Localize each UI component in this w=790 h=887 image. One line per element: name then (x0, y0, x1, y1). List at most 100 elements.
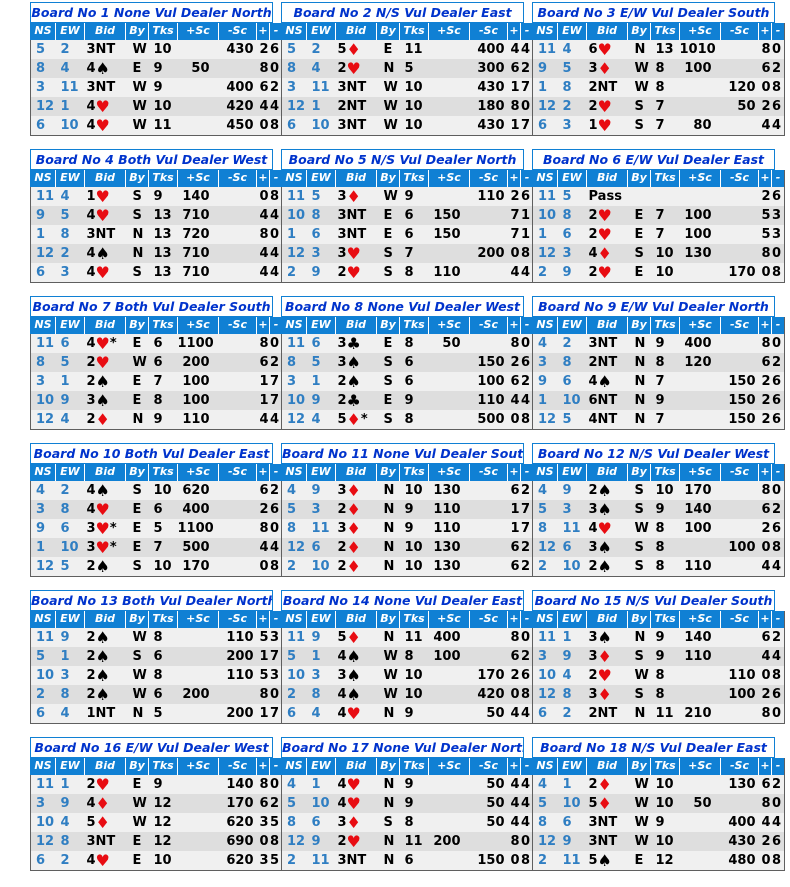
ns-pair-cell[interactable]: 2 (287, 265, 297, 280)
ew-pair-cell[interactable]: 9 (562, 483, 572, 498)
ns-pair-cell[interactable]: 3 (36, 502, 46, 517)
ns-pair-cell[interactable]: 3 (36, 796, 46, 811)
ew-pair-cell[interactable]: 11 (562, 853, 581, 868)
ew-pair-cell[interactable]: 4 (562, 42, 572, 57)
ns-pair-cell[interactable]: 12 (287, 540, 306, 555)
ns-pair-cell[interactable]: 8 (287, 61, 297, 76)
ns-pair-cell[interactable]: 4 (538, 777, 548, 792)
ew-pair-cell[interactable]: 1 (311, 99, 321, 114)
ew-pair-cell[interactable]: 9 (562, 265, 572, 280)
ew-pair-cell[interactable]: 10 (562, 559, 581, 574)
ns-pair-cell[interactable]: 2 (36, 687, 46, 702)
ns-pair-cell[interactable]: 12 (287, 99, 306, 114)
ew-pair-cell[interactable]: 1 (311, 374, 321, 389)
ew-pair-cell[interactable]: 3 (311, 668, 321, 683)
ns-pair-cell[interactable]: 12 (538, 687, 557, 702)
ew-pair-cell[interactable]: 5 (562, 189, 572, 204)
ew-pair-cell[interactable]: 8 (60, 502, 70, 517)
ew-pair-cell[interactable]: 9 (311, 265, 321, 280)
ns-pair-cell[interactable]: 3 (287, 374, 297, 389)
ns-pair-cell[interactable]: 12 (36, 834, 55, 849)
ns-pair-cell[interactable]: 6 (538, 118, 548, 133)
ew-pair-cell[interactable]: 1 (60, 649, 70, 664)
ew-pair-cell[interactable]: 2 (60, 42, 70, 57)
ew-pair-cell[interactable]: 6 (562, 815, 572, 830)
ew-pair-cell[interactable]: 1 (60, 374, 70, 389)
ew-pair-cell[interactable]: 1 (311, 777, 321, 792)
ns-pair-cell[interactable]: 12 (36, 246, 55, 261)
ew-pair-cell[interactable]: 6 (562, 227, 572, 242)
ns-pair-cell[interactable]: 12 (538, 540, 557, 555)
ew-pair-cell[interactable]: 4 (60, 412, 70, 427)
ew-pair-cell[interactable]: 4 (562, 668, 572, 683)
ew-pair-cell[interactable]: 8 (562, 80, 572, 95)
ew-pair-cell[interactable]: 4 (60, 706, 70, 721)
ns-pair-cell[interactable]: 6 (36, 706, 46, 721)
ns-pair-cell[interactable]: 9 (538, 61, 548, 76)
ns-pair-cell[interactable]: 11 (36, 189, 55, 204)
ew-pair-cell[interactable]: 2 (562, 99, 572, 114)
ew-pair-cell[interactable]: 5 (562, 412, 572, 427)
ew-pair-cell[interactable]: 6 (60, 336, 70, 351)
ew-pair-cell[interactable]: 8 (311, 208, 321, 223)
ns-pair-cell[interactable]: 12 (36, 99, 55, 114)
ew-pair-cell[interactable]: 9 (60, 630, 70, 645)
ew-pair-cell[interactable]: 8 (60, 227, 70, 242)
ew-pair-cell[interactable]: 8 (562, 355, 572, 370)
ns-pair-cell[interactable]: 12 (36, 559, 55, 574)
ew-pair-cell[interactable]: 1 (60, 777, 70, 792)
ns-pair-cell[interactable]: 10 (287, 208, 306, 223)
ew-pair-cell[interactable]: 3 (311, 502, 321, 517)
ew-pair-cell[interactable]: 10 (60, 118, 79, 133)
ew-pair-cell[interactable]: 5 (60, 559, 70, 574)
ew-pair-cell[interactable]: 1 (311, 649, 321, 664)
ns-pair-cell[interactable]: 10 (287, 393, 306, 408)
ns-pair-cell[interactable]: 5 (36, 649, 46, 664)
ew-pair-cell[interactable]: 2 (60, 246, 70, 261)
ns-pair-cell[interactable]: 6 (538, 706, 548, 721)
ns-pair-cell[interactable]: 11 (287, 189, 306, 204)
ew-pair-cell[interactable]: 6 (60, 521, 70, 536)
ns-pair-cell[interactable]: 8 (538, 815, 548, 830)
ew-pair-cell[interactable]: 3 (311, 246, 321, 261)
ew-pair-cell[interactable]: 9 (562, 834, 572, 849)
ew-pair-cell[interactable]: 5 (60, 208, 70, 223)
ew-pair-cell[interactable]: 4 (311, 61, 321, 76)
ew-pair-cell[interactable]: 9 (60, 796, 70, 811)
ew-pair-cell[interactable]: 8 (60, 834, 70, 849)
ns-pair-cell[interactable]: 9 (36, 521, 46, 536)
ns-pair-cell[interactable]: 2 (287, 687, 297, 702)
ns-pair-cell[interactable]: 11 (36, 630, 55, 645)
ns-pair-cell[interactable]: 11 (287, 336, 306, 351)
ns-pair-cell[interactable]: 10 (36, 815, 55, 830)
ew-pair-cell[interactable]: 5 (562, 61, 572, 76)
ew-pair-cell[interactable]: 3 (562, 118, 572, 133)
ew-pair-cell[interactable]: 8 (562, 687, 572, 702)
ns-pair-cell[interactable]: 1 (538, 227, 548, 242)
ew-pair-cell[interactable]: 3 (60, 668, 70, 683)
ew-pair-cell[interactable]: 9 (311, 630, 321, 645)
ew-pair-cell[interactable]: 4 (60, 189, 70, 204)
ns-pair-cell[interactable]: 9 (538, 374, 548, 389)
ns-pair-cell[interactable]: 4 (287, 777, 297, 792)
ns-pair-cell[interactable]: 2 (538, 559, 548, 574)
ns-pair-cell[interactable]: 1 (36, 227, 46, 242)
ns-pair-cell[interactable]: 5 (538, 796, 548, 811)
ew-pair-cell[interactable]: 10 (311, 559, 330, 574)
ns-pair-cell[interactable]: 2 (287, 559, 297, 574)
ns-pair-cell[interactable]: 1 (538, 80, 548, 95)
ns-pair-cell[interactable]: 4 (287, 483, 297, 498)
ns-pair-cell[interactable]: 6 (287, 706, 297, 721)
ns-pair-cell[interactable]: 6 (36, 265, 46, 280)
ns-pair-cell[interactable]: 12 (538, 246, 557, 261)
ns-pair-cell[interactable]: 8 (36, 355, 46, 370)
ew-pair-cell[interactable]: 4 (60, 815, 70, 830)
ew-pair-cell[interactable]: 3 (562, 246, 572, 261)
ns-pair-cell[interactable]: 6 (36, 853, 46, 868)
ns-pair-cell[interactable]: 11 (36, 777, 55, 792)
ns-pair-cell[interactable]: 8 (287, 815, 297, 830)
ns-pair-cell[interactable]: 4 (538, 483, 548, 498)
ns-pair-cell[interactable]: 4 (538, 336, 548, 351)
ew-pair-cell[interactable]: 2 (60, 853, 70, 868)
ns-pair-cell[interactable]: 3 (538, 649, 548, 664)
